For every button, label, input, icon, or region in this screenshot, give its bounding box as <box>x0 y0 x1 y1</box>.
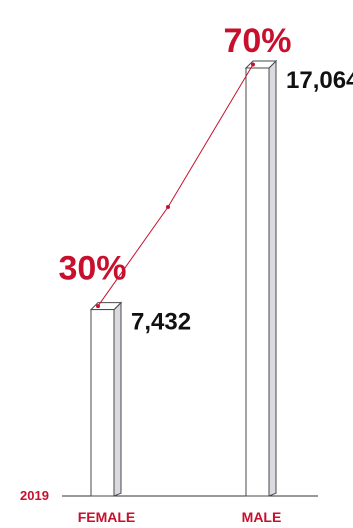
percent-label-female: 30% <box>58 250 126 288</box>
value-label-male: 17,064 <box>286 67 353 94</box>
bar-side-face <box>113 301 122 497</box>
year-label: 2019 <box>20 488 49 503</box>
bar-front-face <box>245 67 270 497</box>
percent-label-male: 70% <box>223 22 291 60</box>
value-label-female: 7,432 <box>131 309 191 336</box>
trend-point-male <box>251 62 255 67</box>
bar-female <box>89 301 123 497</box>
trend-point-female <box>96 304 100 309</box>
category-label-male: MALE <box>242 509 282 525</box>
category-label-female: FEMALE <box>78 509 136 525</box>
bar-male <box>244 59 278 497</box>
trend-point-mid <box>166 205 170 209</box>
bar-front-face <box>90 309 115 497</box>
bar-side-face <box>268 59 277 497</box>
